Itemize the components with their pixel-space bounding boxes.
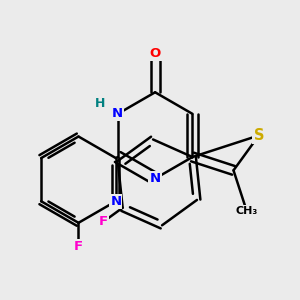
Text: N: N <box>110 195 122 208</box>
Text: F: F <box>99 215 108 228</box>
Text: S: S <box>254 128 264 143</box>
Text: CH₃: CH₃ <box>236 206 258 216</box>
Text: H: H <box>95 97 105 110</box>
Text: O: O <box>149 47 161 60</box>
Text: F: F <box>74 240 83 253</box>
Text: N: N <box>149 172 161 185</box>
Text: N: N <box>112 107 123 120</box>
